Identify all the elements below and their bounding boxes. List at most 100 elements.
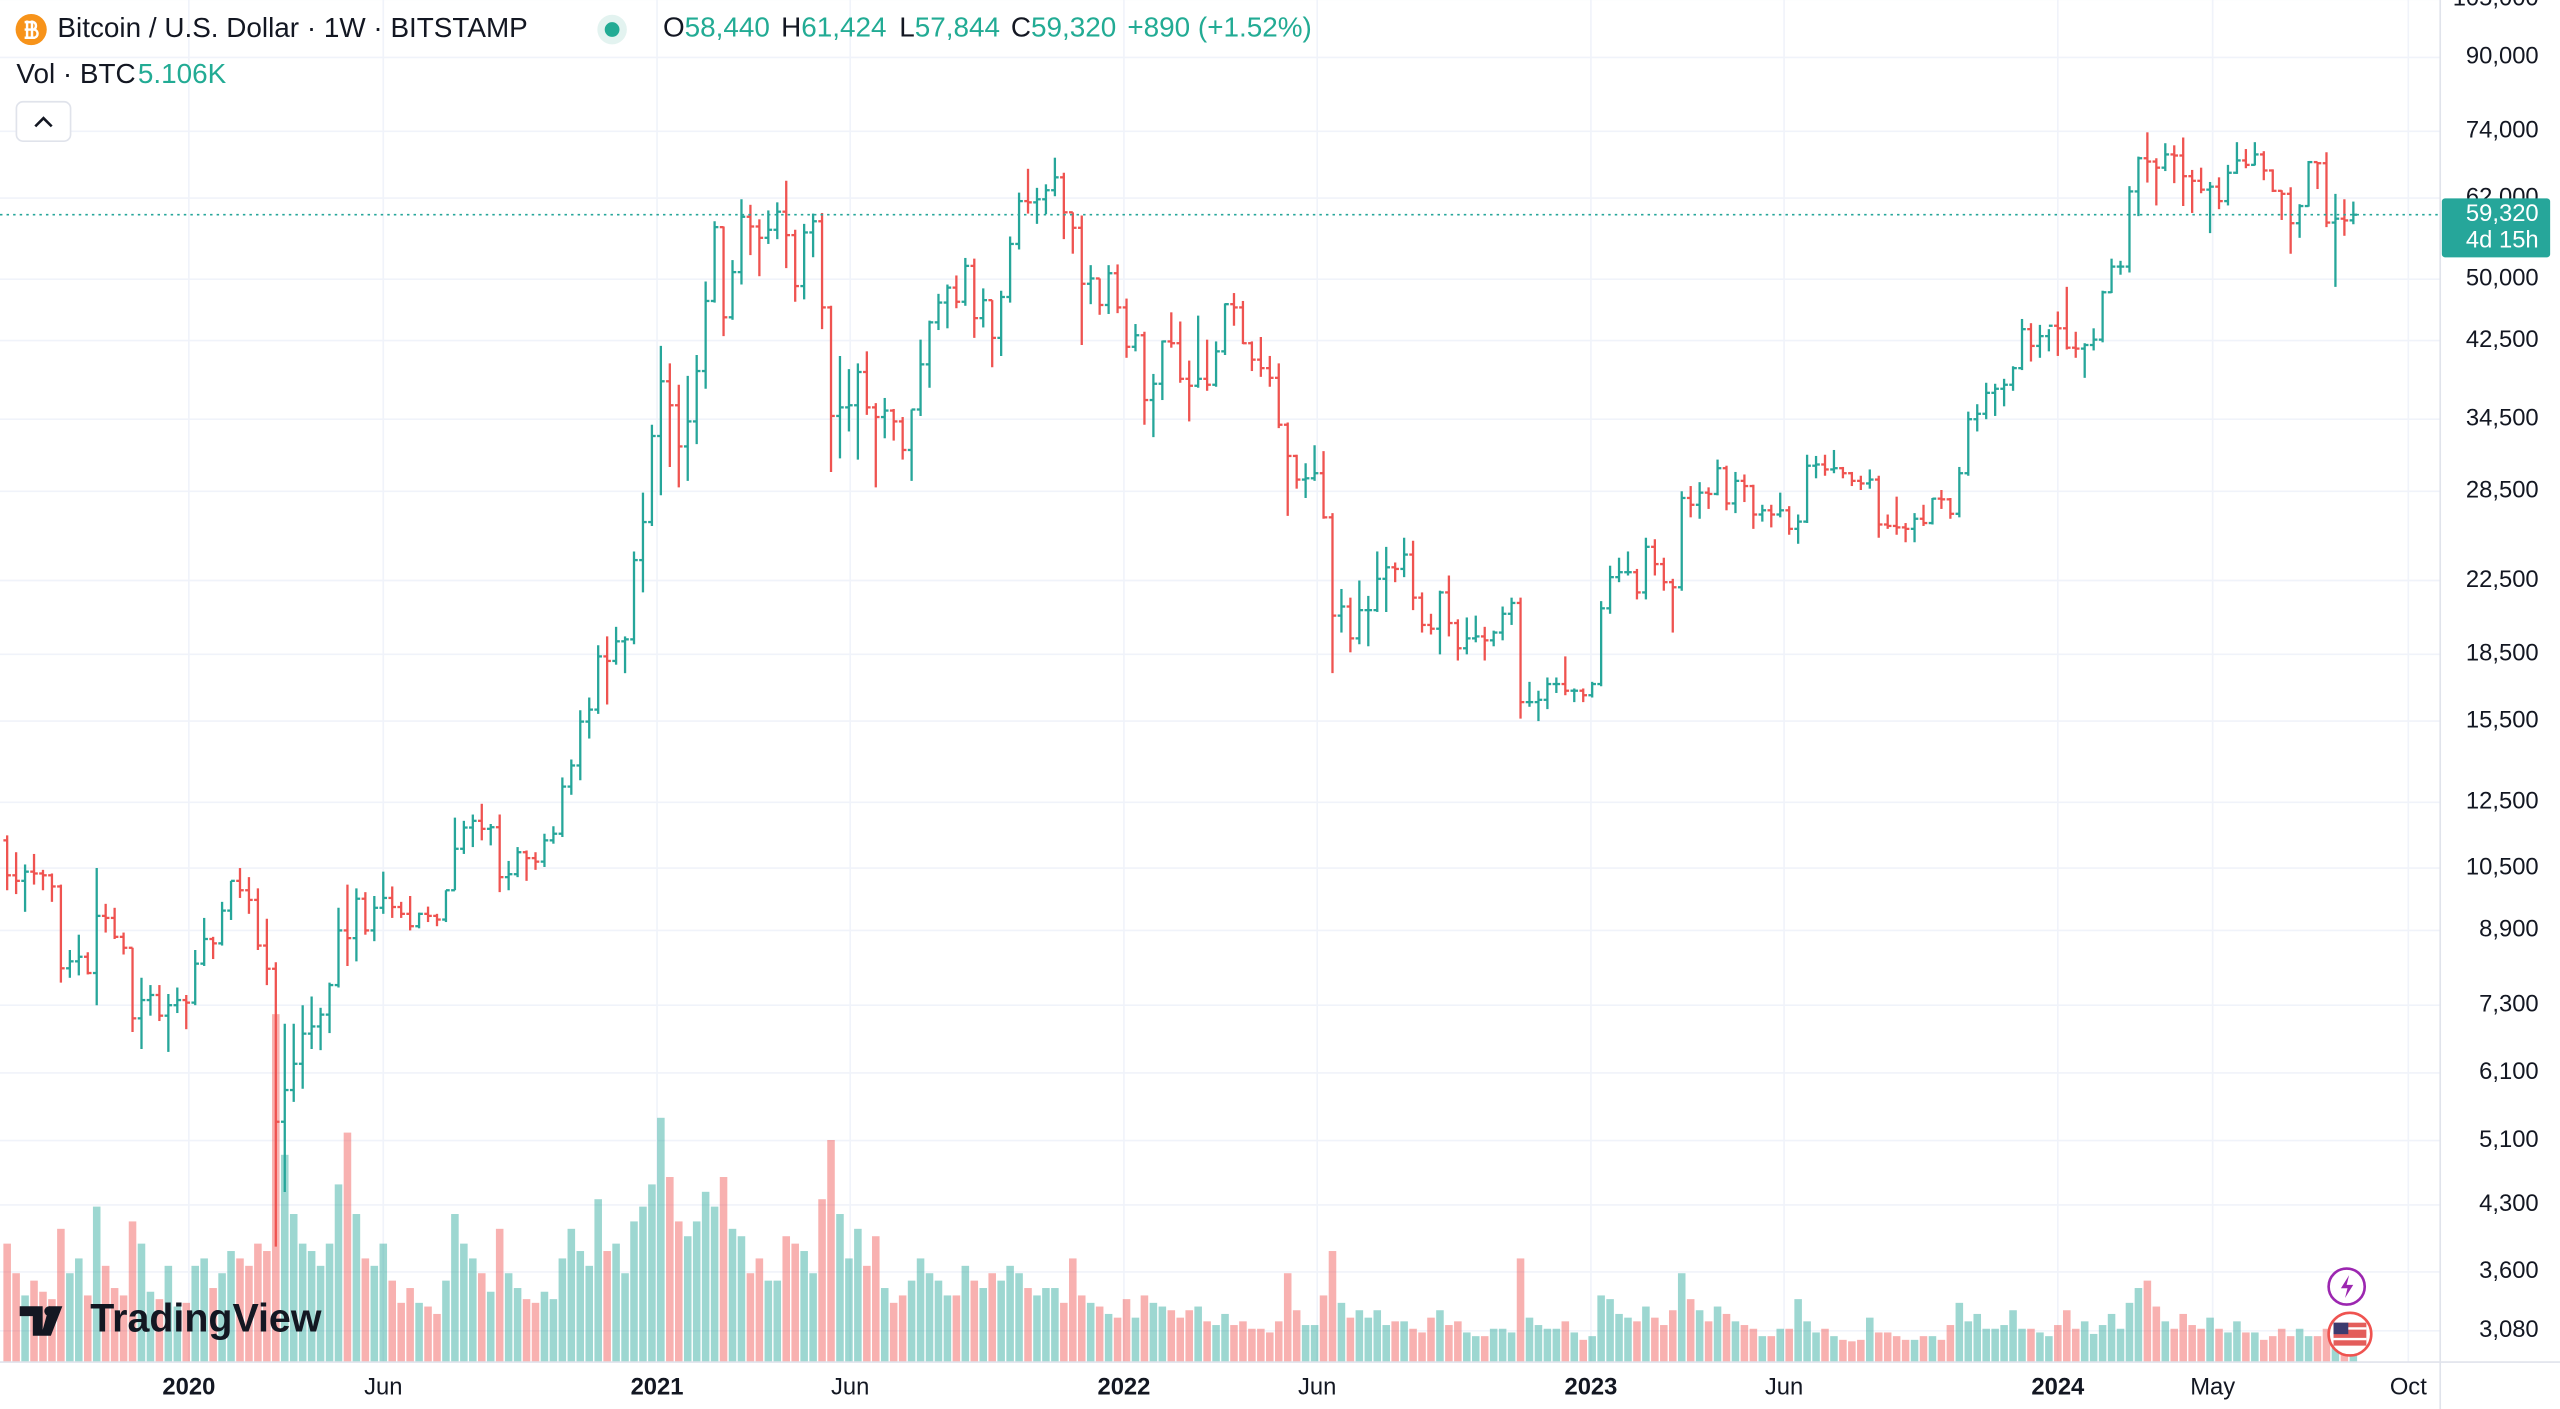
y-tick-label: 7,300 [2479,990,2539,1017]
volume-bar [1892,1336,1901,1363]
open-value: 58,440 [685,12,770,43]
x-tick-label: Jun [1765,1374,1803,1401]
volume-bar [1713,1306,1722,1363]
volume-bar [1668,1310,1677,1363]
volume-bar [379,1243,388,1363]
high-value: 61,424 [801,12,886,43]
volume-bar [2304,1336,2313,1363]
high-label: H [781,12,801,43]
volume-bar [2080,1321,2089,1363]
volume-bar [191,1265,199,1363]
volume-bar [854,1228,862,1363]
volume-bar [1373,1310,1382,1363]
volume-bar [1257,1328,1265,1363]
alert-bolt[interactable] [2340,1275,2354,1299]
collapse-button-box[interactable] [15,100,72,142]
volume-bar [567,1228,576,1363]
volume-bar [1803,1321,1811,1363]
volume-bar [1310,1325,1319,1363]
volume-bar [657,1117,665,1363]
collapse-button[interactable] [15,100,72,142]
volume-bar [827,1139,835,1363]
y-tick-label: 28,500 [2466,477,2539,504]
volume-bar [2260,1339,2268,1363]
symbol-glyph [24,20,39,39]
volume-bar [621,1273,629,1363]
volume-bar [2045,1336,2053,1363]
y-tick-label: 12,500 [2466,788,2539,815]
close-value: 59,320 [1031,12,1116,43]
volume-bar [298,1243,307,1363]
volume-bar [2071,1328,2080,1363]
volume-bar [495,1228,504,1363]
bottom-icons[interactable] [2327,1267,2373,1357]
volume-bar [2188,1325,2196,1363]
x-tick-label: 2021 [631,1374,684,1401]
volume-bar [1194,1306,1202,1363]
volume-bar [630,1221,638,1363]
volume-bar [1695,1310,1704,1363]
volume-bar [1033,1295,1041,1363]
x-tick-label: May [2190,1374,2235,1401]
volume-bar [1060,1302,1068,1363]
volume-bar [988,1273,996,1363]
symbol-title: Bitcoin / U.S. Dollar · 1W · BITSTAMP [57,12,527,43]
watermark-logo-dot [44,1306,55,1317]
volume-bar [1185,1310,1193,1363]
volume-bar [92,1206,101,1363]
volume-bar [1337,1302,1346,1363]
y-tick-label: 18,500 [2466,640,2539,667]
plot-area [3,132,2358,1363]
volume-bar [916,1258,925,1363]
volume-pane [3,1014,2358,1363]
x-tick-label: 2020 [162,1374,215,1401]
volume-bar [1686,1299,1695,1363]
volume-bar [1445,1325,1453,1363]
volume-bar [1489,1328,1498,1363]
last-price-tag [2441,198,2551,258]
volume-bar [486,1291,495,1363]
volume-bar [280,1154,289,1363]
volume-bar [1015,1273,1023,1363]
volume-bar [1525,1317,1534,1363]
collapse-chevron[interactable] [34,116,53,128]
volume-bar [1167,1310,1176,1363]
volume-bar [531,1302,540,1363]
volume-bar [1266,1332,1274,1363]
volume-bar [1901,1339,1910,1363]
volume-bar [719,1177,728,1363]
y-tick-label: 22,500 [2466,566,2539,593]
volume-bar [639,1206,647,1363]
volume-bar [1140,1295,1149,1363]
volume-bar [1131,1317,1140,1363]
volume-bar [12,1273,20,1363]
region-flag-stripes[interactable] [2333,1327,2367,1341]
y-tick-label: 50,000 [2466,265,2539,292]
volume-bar [2215,1328,2223,1363]
volume-bar [2233,1321,2241,1363]
volume-bar [1471,1336,1480,1363]
volume-bar [1418,1332,1426,1363]
volume-bar [200,1258,208,1363]
volume-bar [442,1280,450,1363]
volume-bar [1821,1328,1829,1363]
volume-bar [2161,1321,2170,1363]
volume-bar [800,1251,808,1363]
volume-bar [880,1288,889,1363]
volume-bar [1391,1321,1399,1363]
volume-bar [1006,1265,1014,1363]
volume-bar [2027,1328,2035,1363]
volume-bar [1248,1328,1256,1363]
volume-bar [2116,1328,2125,1363]
volume-bar [424,1306,432,1363]
region-flag-canton[interactable] [2333,1322,2349,1335]
volume-bar [477,1273,486,1363]
change-value: +890 (+1.52%) [1127,12,1311,43]
volume-bar [343,1132,352,1363]
volume-bar [218,1273,226,1363]
x-tick-label: Jun [831,1374,869,1401]
volume-bar [2152,1306,2161,1363]
